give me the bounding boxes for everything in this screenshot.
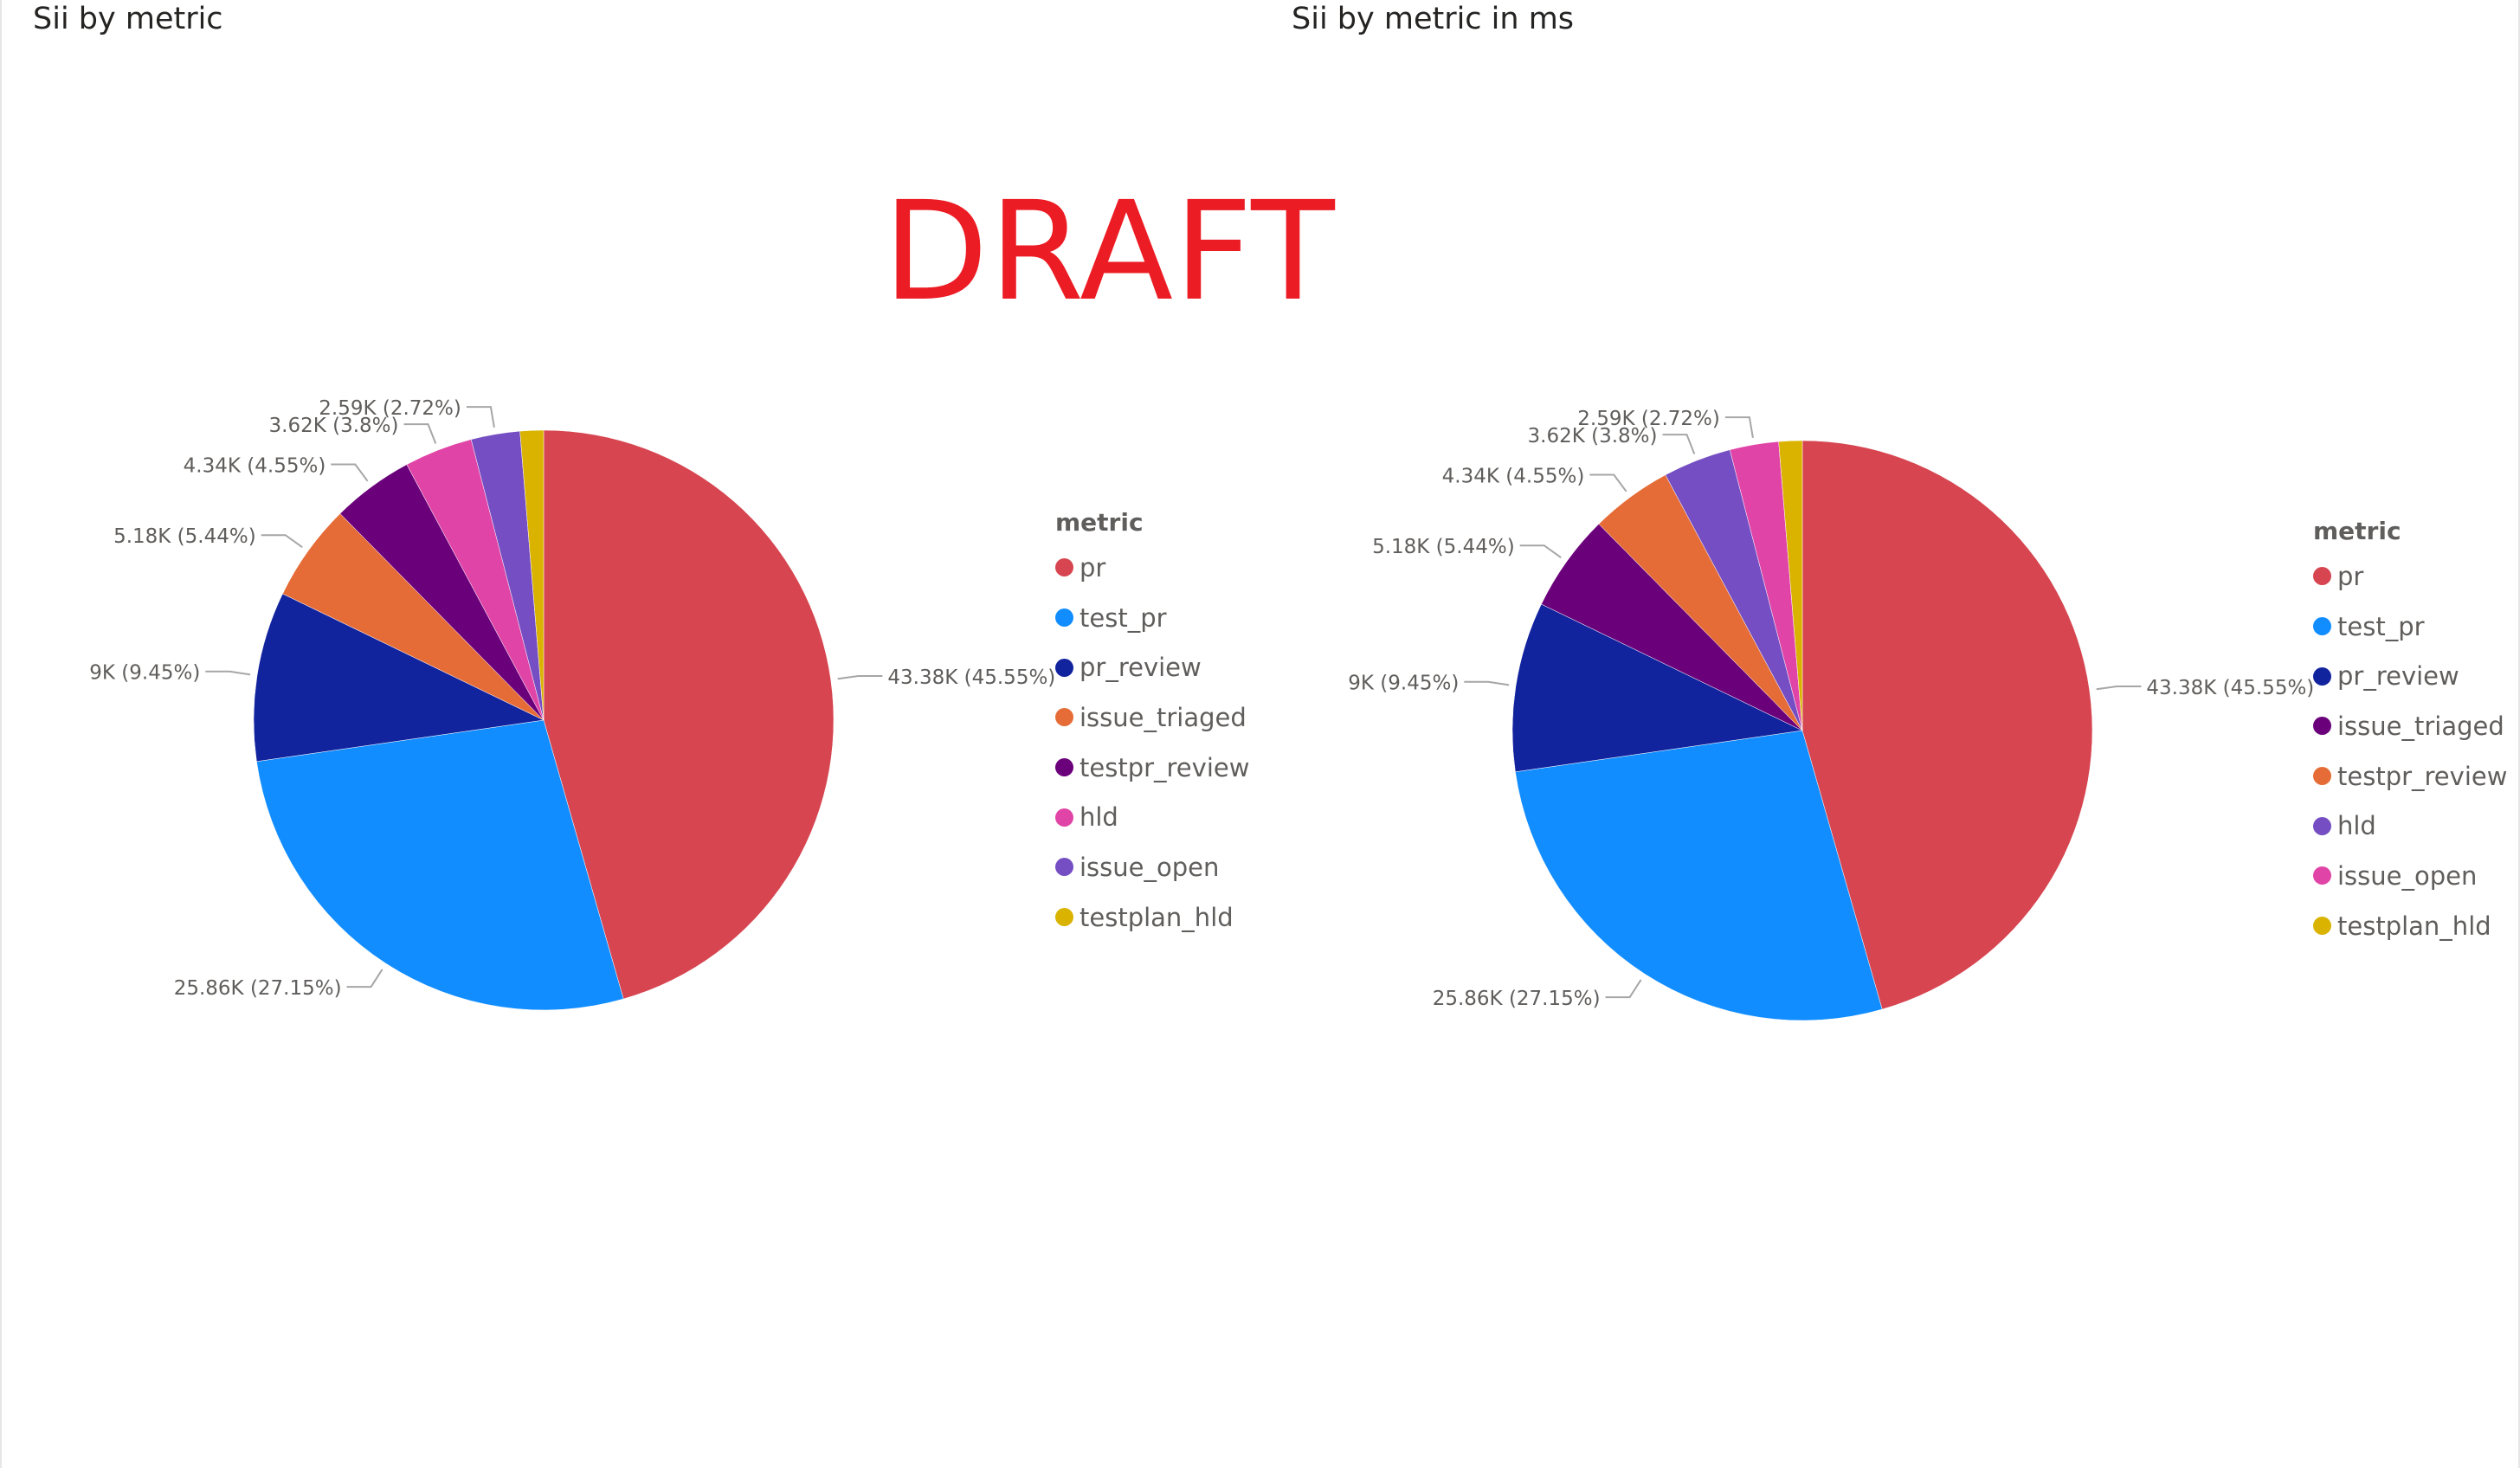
pie-chart-right[interactable]: 43.38K (45.55%) 25.86K (27.15%) 9K (9.45%)… (2, 0, 2520, 1125)
leader-line-pr-review (1464, 680, 1510, 686)
legend-dot-icon (2313, 816, 2331, 835)
legend-dot-icon (1055, 758, 1073, 777)
legend-dot-icon (1055, 608, 1073, 628)
data-label-hld: 3.62K (3.8%) (1528, 425, 1658, 447)
legend-items: pr test_pr pr_review issue_triaged testpr_re… (2313, 551, 2507, 951)
leader-line-pr-review (205, 670, 251, 676)
legend-item-pr-review[interactable]: pr_review (2313, 651, 2507, 701)
legend-item-testpr-review[interactable]: testpr_review (2313, 751, 2507, 802)
legend-item-pr[interactable]: pr (2313, 551, 2507, 602)
data-label-issue-triaged: 5.18K (5.44%) (1372, 536, 1515, 558)
legend-dot-icon (2313, 717, 2331, 736)
leader-line-test-pr (1605, 979, 1642, 999)
legend-dot-icon (1055, 658, 1073, 677)
data-label-issue-triaged: 5.18K (5.44%) (113, 525, 256, 548)
legend-items: pr test_pr pr_review issue_triaged testpr_re… (1055, 543, 1249, 943)
legend-dot-icon (1055, 558, 1073, 577)
legend-item-testpr-review[interactable]: testpr_review (1055, 743, 1249, 793)
data-label-hld: 3.62K (3.8%) (269, 415, 399, 437)
draft-watermark: DRAFT (883, 172, 1336, 332)
legend-item-issue-triaged[interactable]: issue_triaged (1055, 692, 1249, 743)
legend-dot-icon (2313, 567, 2331, 586)
leader-line-hld (403, 423, 437, 444)
pie-slice-testplan-hld[interactable] (519, 429, 545, 721)
legend-label: hld (1080, 802, 1118, 833)
legend-label: testplan_hld (2337, 911, 2491, 941)
pie-slice-pr-review[interactable] (1511, 603, 1803, 773)
legend-label: test_pr (1080, 602, 1167, 633)
data-label-pr-review: 9K (9.45%) (1348, 673, 1459, 695)
legend-dot-icon (2313, 866, 2331, 885)
data-label-test-pr: 25.86K (27.15%) (174, 977, 342, 1000)
leader-line-issue-open (1724, 416, 1754, 438)
legend-dot-icon (1055, 908, 1073, 927)
legend-dot-icon (1055, 808, 1073, 827)
legend-item-issue-triaged[interactable]: issue_triaged (2313, 701, 2507, 751)
legend-label: testpr_review (1080, 752, 1250, 782)
legend-dot-icon (2313, 917, 2331, 936)
leader-line-hld (1662, 434, 1696, 454)
legend-item-issue-open[interactable]: issue_open (2313, 851, 2507, 901)
data-label-testpr-review: 4.34K (4.55%) (184, 455, 326, 478)
legend-label: issue_open (2337, 860, 2478, 891)
chart-title-right: Sii by metric in ms (1292, 2, 1575, 36)
leader-line-pr (837, 675, 883, 680)
legend-label: pr_review (1080, 653, 1202, 683)
data-label-issue-open: 2.59K (2.72%) (1577, 408, 1720, 430)
leader-line-pr (2096, 686, 2142, 691)
legend-label: issue_triaged (2337, 711, 2504, 741)
leader-line-testpr-review (1589, 473, 1627, 493)
legend-title: metric (2313, 517, 2401, 545)
pie-slice-testplan-hld[interactable] (1778, 440, 1803, 731)
legend-item-hld[interactable]: hld (2313, 801, 2507, 851)
legend-dot-icon (1055, 858, 1073, 877)
leader-line-issue-triaged (1519, 544, 1562, 559)
legend-label: issue_triaged (1080, 702, 1247, 732)
legend-dot-icon (2313, 767, 2331, 786)
data-label-pr-review: 9K (9.45%) (89, 662, 200, 685)
pie-chart-left[interactable]: 43.38K (45.55%) 25.86K (27.15%) 9K (9.45%)… (2, 0, 1127, 1125)
legend-label: pr (2337, 561, 2364, 591)
legend-item-issue-open[interactable]: issue_open (1055, 842, 1249, 892)
leader-line-testpr-review (331, 463, 369, 482)
data-label-testpr-review: 4.34K (4.55%) (1442, 466, 1585, 488)
pie-slice-test-pr[interactable] (1515, 730, 1883, 1021)
leader-line-test-pr (346, 969, 383, 988)
legend-dot-icon (2313, 617, 2331, 636)
pie-slice-pr-review[interactable] (253, 593, 545, 763)
legend-label: hld (2337, 811, 2376, 841)
legend-label: testpr_review (2337, 761, 2508, 791)
legend-item-pr-review[interactable]: pr_review (1055, 642, 1249, 692)
legend-label: pr (1080, 552, 1106, 583)
legend-label: test_pr (2337, 611, 2425, 641)
data-label-issue-open: 2.59K (2.72%) (319, 397, 461, 420)
leader-line-issue-triaged (261, 534, 303, 549)
leader-line-issue-open (466, 406, 495, 428)
legend-label: issue_open (1080, 852, 1220, 882)
legend-item-test-pr[interactable]: test_pr (2313, 602, 2507, 652)
legend-item-test-pr[interactable]: test_pr (1055, 593, 1249, 643)
data-label-pr: 43.38K (45.55%) (887, 666, 1055, 689)
legend-dot-icon (1055, 708, 1073, 727)
legend-dot-icon (2313, 666, 2331, 686)
chart-title-left: Sii by metric (33, 2, 223, 36)
legend-title: metric (1055, 508, 1144, 537)
legend-item-testplan-hld[interactable]: testplan_hld (2313, 901, 2507, 951)
legend-item-testplan-hld[interactable]: testplan_hld (1055, 892, 1249, 943)
legend-label: pr_review (2337, 661, 2459, 692)
data-label-pr: 43.38K (45.55%) (2146, 677, 2314, 699)
legend-label: testplan_hld (1080, 902, 1234, 932)
legend-item-hld[interactable]: hld (1055, 792, 1249, 842)
pie-slice-pr[interactable] (1801, 440, 2093, 1010)
legend-item-pr[interactable]: pr (1055, 543, 1249, 593)
data-label-test-pr: 25.86K (27.15%) (1433, 988, 1601, 1010)
pie-slice-pr[interactable] (543, 429, 835, 1000)
pie-slice-test-pr[interactable] (256, 719, 624, 1011)
